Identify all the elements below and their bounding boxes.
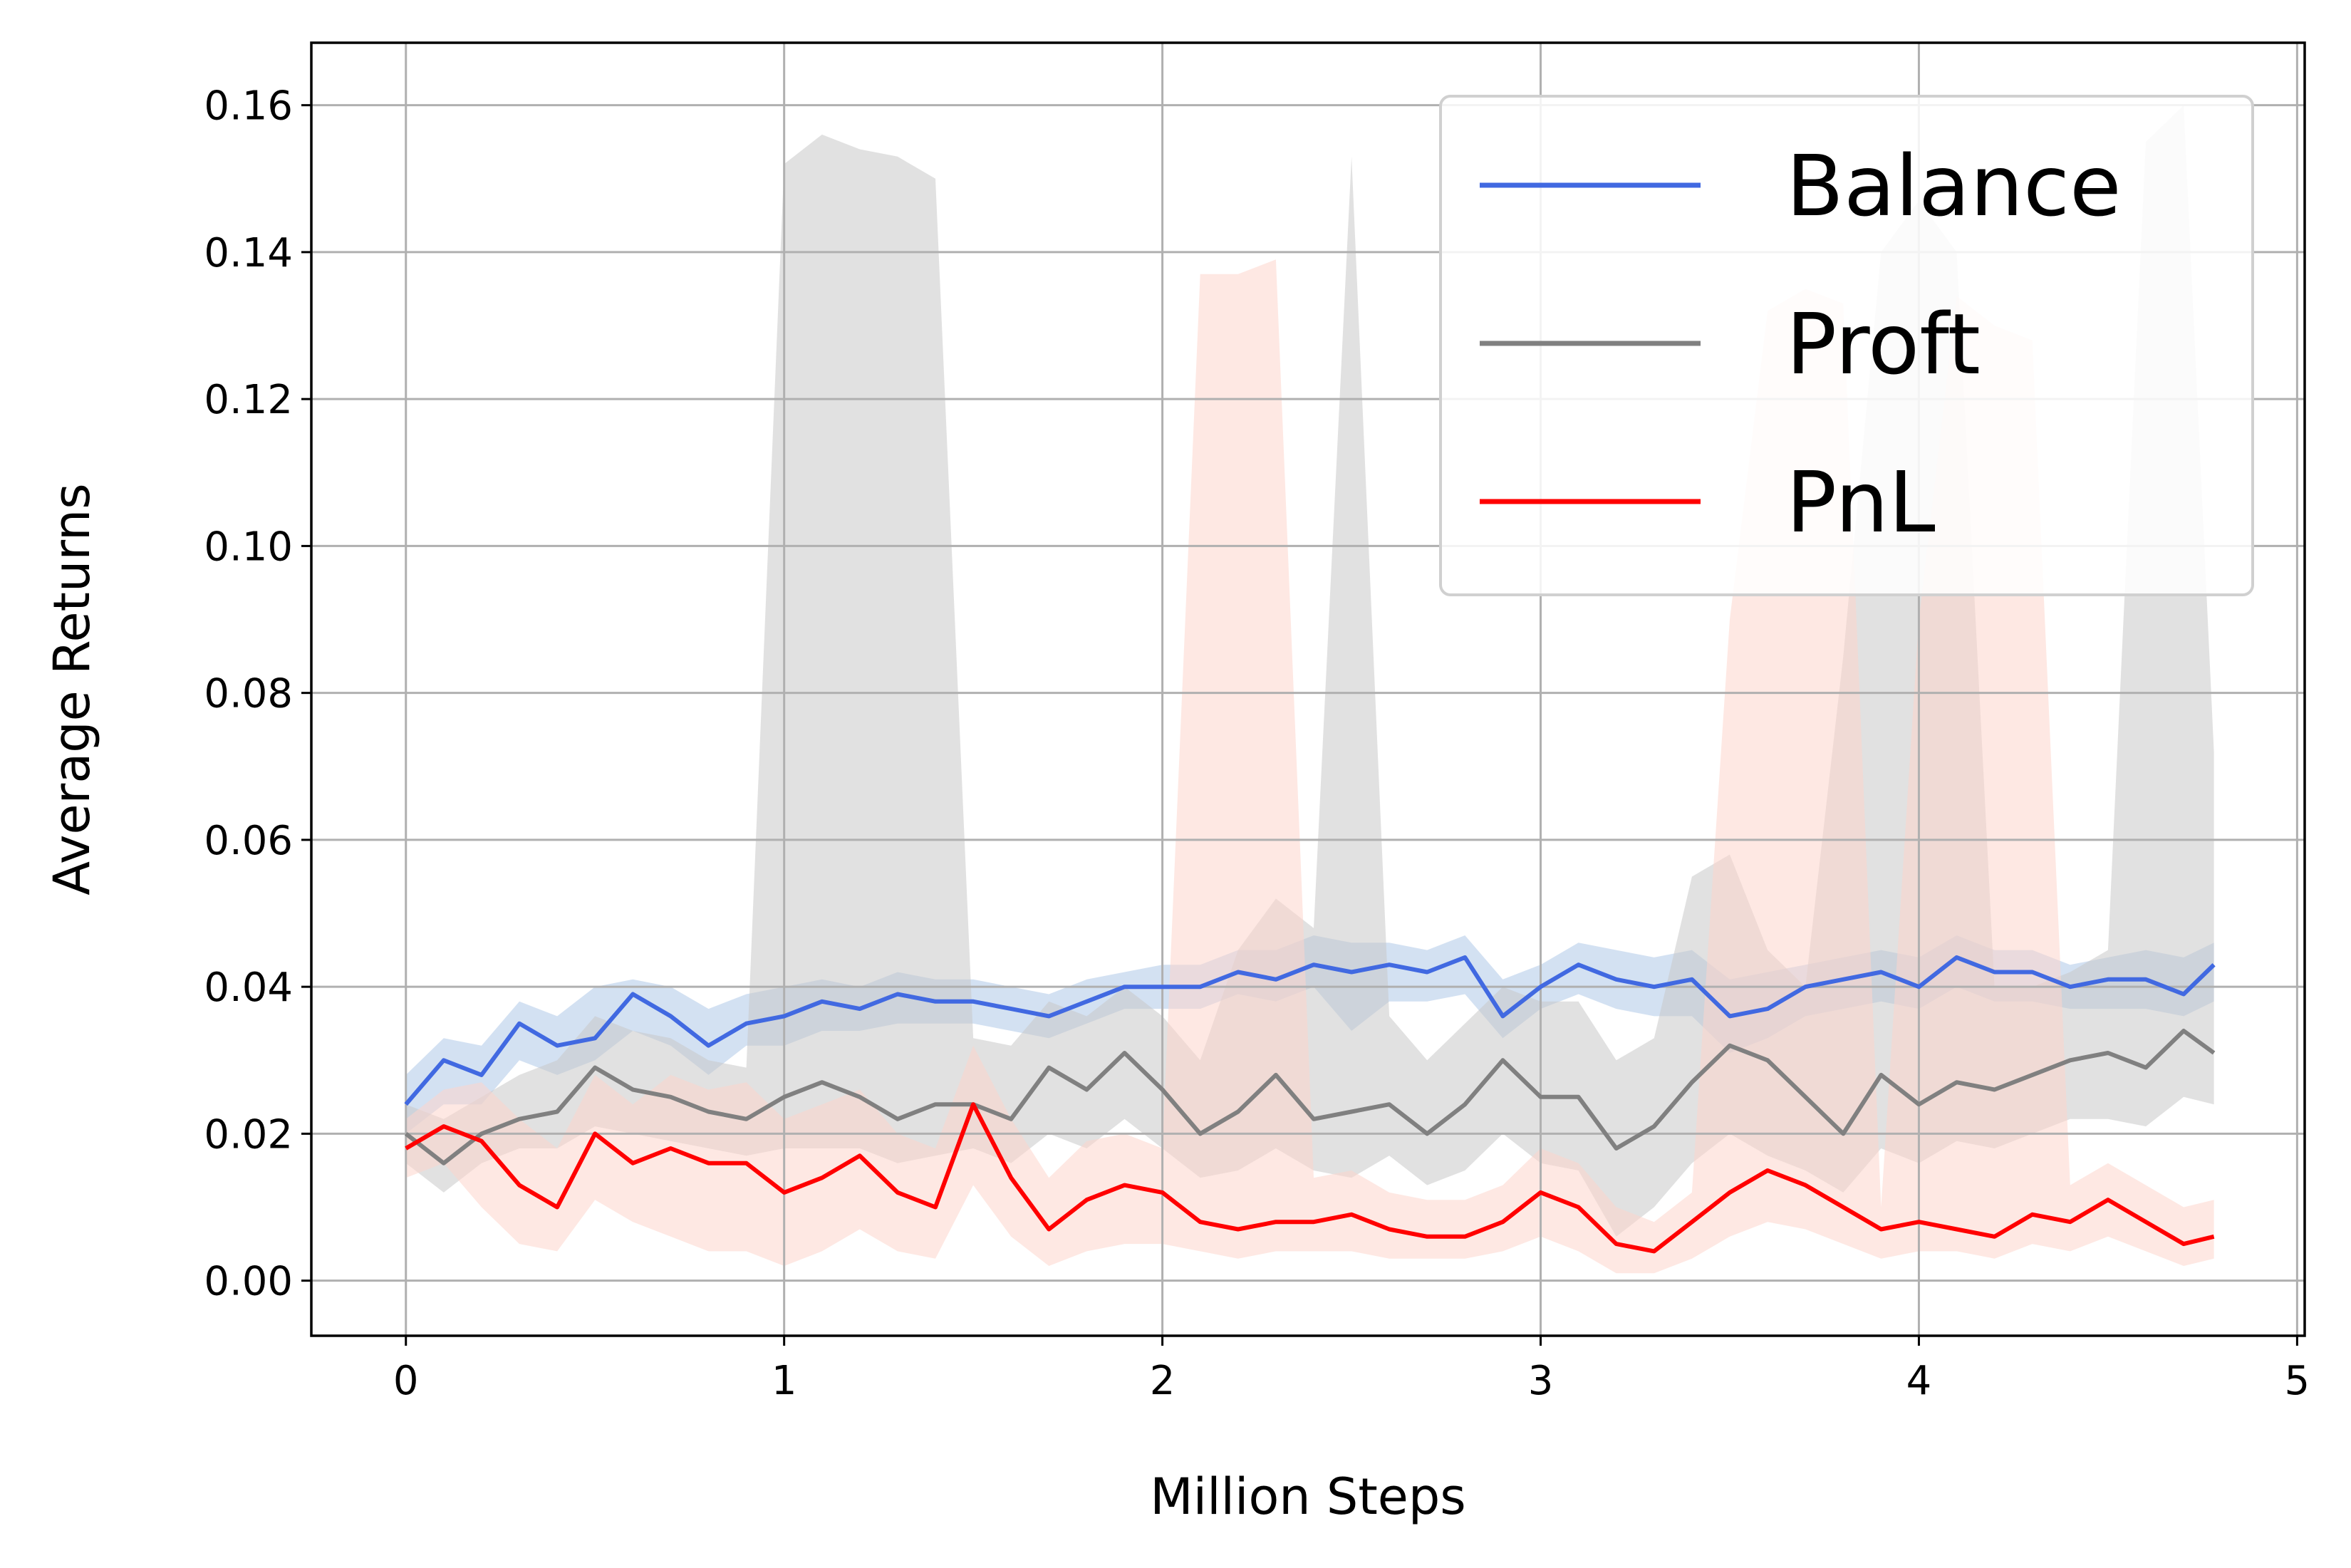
x-axis-ticks: 0 1 2 3 4 5 [393,1336,2310,1404]
x-tick-label: 1 [772,1358,797,1404]
plot-frame [310,41,2306,1337]
y-axis-label: Average Returns [43,483,101,895]
y-axis-ticks: 0.00 0.02 0.04 0.06 0.08 0.10 0.12 0.14 0.16 [204,83,311,1305]
series-lines [404,955,2216,1254]
y-tick-label: 0.00 [204,1259,293,1305]
legend-label-proft: Proft [1786,295,1981,393]
legend-box [1439,95,2254,596]
legend: Balance Proft PnL [1439,95,2254,596]
y-tick-label: 0.12 [204,377,293,423]
y-tick-label: 0.14 [204,230,293,276]
legend-label-pnl: PnL [1786,453,1936,551]
y-tick-label: 0.16 [204,83,293,130]
x-tick-label: 2 [1150,1358,1176,1404]
pnl-line [405,1102,2215,1254]
x-tick-label: 5 [2285,1358,2310,1404]
y-tick-label: 0.02 [204,1111,293,1158]
y-tick-label: 0.08 [204,671,293,717]
x-tick-label: 4 [1906,1358,1932,1404]
legend-label-balance: Balance [1786,137,2122,235]
balance-line [404,955,2216,1106]
y-tick-label: 0.04 [204,965,293,1011]
legend-items: Balance Proft PnL [1480,137,2122,551]
x-tick-label: 0 [393,1358,419,1404]
y-tick-label: 0.10 [204,524,293,570]
x-axis-label: Million Steps [1150,1468,1465,1526]
y-tick-label: 0.06 [204,818,293,864]
grid [311,43,2305,1336]
x-tick-label: 3 [1528,1358,1554,1404]
proft-line [404,1029,2216,1165]
